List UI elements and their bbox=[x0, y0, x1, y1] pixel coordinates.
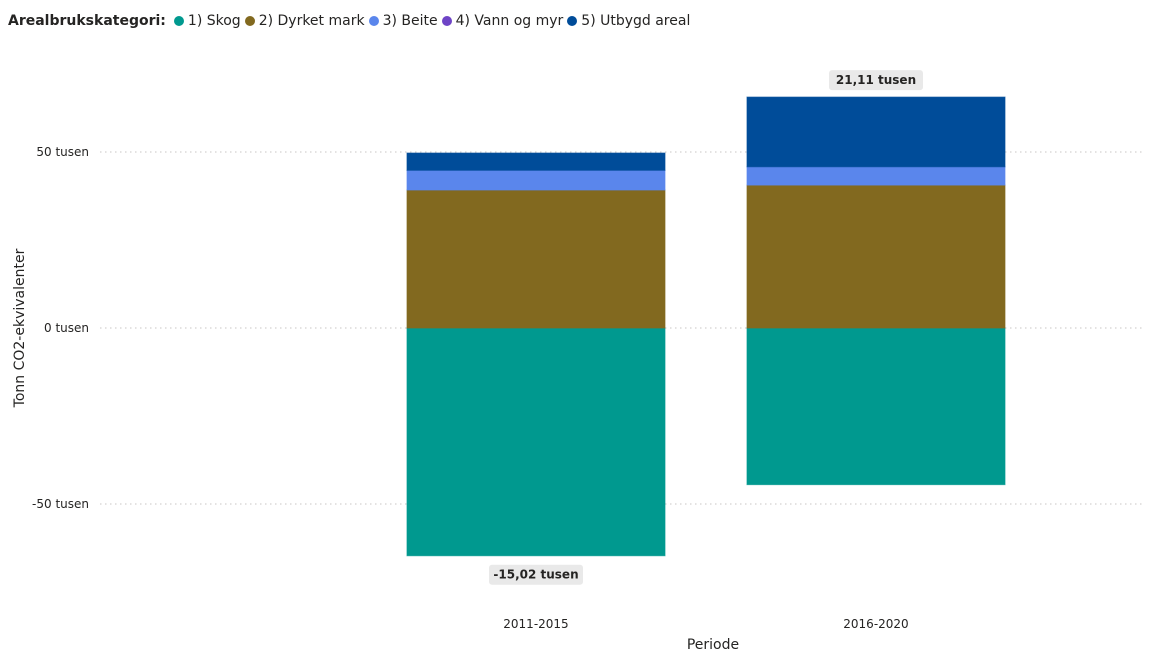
legend-item-dyrket-mark[interactable]: 2) Dyrket mark bbox=[244, 13, 365, 29]
legend-marker-icon bbox=[567, 16, 578, 26]
bar-segment[interactable] bbox=[746, 166, 1006, 186]
bar-segment[interactable] bbox=[406, 152, 666, 171]
legend-item-utbygd-areal[interactable]: 5) Utbygd areal bbox=[567, 13, 690, 29]
legend-label: 1) Skog bbox=[187, 13, 241, 29]
bar-segment[interactable] bbox=[746, 96, 1006, 168]
y-tick-label: 0 tusen bbox=[44, 321, 89, 335]
legend-item-beite[interactable]: 3) Beite bbox=[368, 13, 438, 29]
x-axis-title: Periode bbox=[687, 637, 739, 650]
bar-segment[interactable] bbox=[746, 327, 1006, 486]
legend: Arealbrukskategori: 1) Skog 2) Dyrket ma… bbox=[8, 11, 694, 31]
bar-segment[interactable] bbox=[406, 169, 666, 191]
legend-marker-icon bbox=[244, 16, 255, 26]
legend-item-skog[interactable]: 1) Skog bbox=[173, 13, 241, 29]
legend-item-vann-og-myr[interactable]: 4) Vann og myr bbox=[441, 13, 564, 29]
legend-label: 2) Dyrket mark bbox=[258, 13, 365, 29]
x-tick-label: 2011-2015 bbox=[503, 617, 568, 631]
bar-segment[interactable] bbox=[406, 189, 666, 329]
bar-segment[interactable] bbox=[406, 327, 666, 557]
legend-label: 4) Vann og myr bbox=[455, 13, 564, 29]
total-data-label: 21,11 tusen bbox=[836, 73, 916, 87]
legend-label: 5) Utbygd areal bbox=[581, 13, 691, 29]
legend-title: Arealbrukskategori: bbox=[8, 13, 166, 29]
total-label-background bbox=[829, 70, 923, 91]
legend-marker-icon bbox=[173, 16, 184, 26]
x-tick-label: 2016-2020 bbox=[843, 617, 908, 631]
bar-segment[interactable] bbox=[746, 184, 1006, 329]
y-tick-label: -50 tusen bbox=[32, 497, 89, 511]
total-data-label: -15,02 tusen bbox=[493, 568, 578, 582]
legend-label: 3) Beite bbox=[382, 13, 438, 29]
total-label-background bbox=[489, 564, 583, 585]
y-axis-title: Tonn CO2-ekvivalenter bbox=[12, 248, 28, 408]
legend-marker-icon bbox=[441, 16, 452, 26]
legend-marker-icon bbox=[368, 16, 379, 26]
y-tick-label: 50 tusen bbox=[36, 145, 89, 159]
